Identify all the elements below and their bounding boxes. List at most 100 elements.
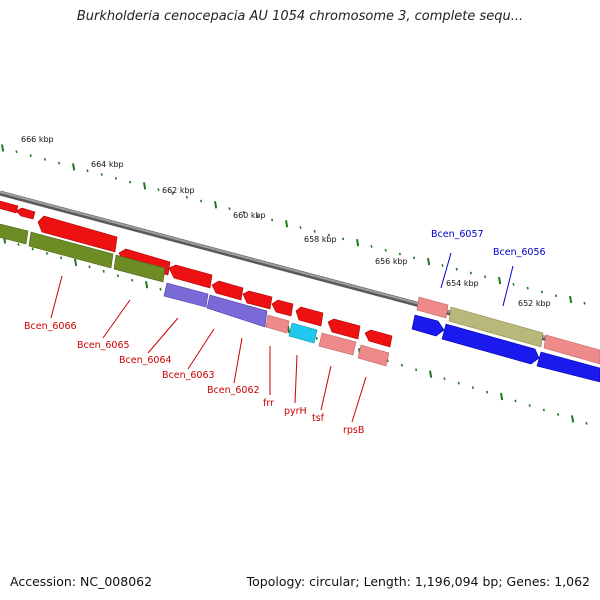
kbp-label-666: 666 kbp [21, 135, 54, 144]
band-pink-right-2 [543, 334, 600, 365]
kbp-label-660: 660 kbp [233, 211, 266, 220]
upper-minor-tick [342, 237, 345, 241]
gene-label-bcen-6063: Bcen_6063 [162, 370, 215, 381]
gene-label-frr: frr [263, 398, 274, 409]
upper-minor-tick [114, 176, 117, 180]
gene-label-bcen-6056: Bcen_6056 [493, 247, 546, 258]
upper-minor-tick [171, 192, 174, 195]
upper-minor-tick [370, 245, 373, 248]
feature-red-5 [168, 264, 213, 289]
gene-label-bcen-6057: Bcen_6057 [431, 229, 484, 240]
upper-minor-tick [185, 195, 188, 199]
feature-red-9 [295, 306, 324, 327]
upper-major-tick [1, 144, 5, 152]
upper-minor-tick [526, 286, 529, 290]
upper-minor-tick [469, 271, 472, 275]
upper-minor-tick [200, 199, 203, 203]
leader-bcen-6056 [502, 265, 514, 307]
feature-blue-2 [441, 323, 540, 365]
lower-minor-tick [45, 252, 48, 255]
right-features [411, 296, 600, 383]
leader-bcen-6066 [50, 275, 63, 319]
lower-major-tick [571, 415, 575, 423]
lower-minor-tick [88, 265, 91, 269]
upper-major-tick [143, 182, 147, 190]
band-khaki-right [448, 306, 544, 348]
lower-minor-tick [486, 390, 489, 394]
upper-tick-ring [1, 144, 586, 305]
upper-major-tick [569, 295, 573, 304]
lower-minor-tick [471, 386, 474, 390]
upper-major-tick [356, 239, 360, 247]
lower-major-tick [500, 392, 504, 401]
band-pink-2 [318, 332, 357, 356]
reverse-strand-features [0, 200, 393, 348]
lower-minor-tick [315, 337, 318, 340]
lower-minor-tick [131, 278, 134, 282]
upper-minor-tick [583, 301, 586, 305]
gene-label-tsf: tsf [312, 413, 325, 424]
upper-minor-tick [256, 214, 259, 218]
upper-major-tick [214, 201, 218, 209]
kbp-label-654: 654 kbp [446, 279, 479, 288]
upper-minor-tick [299, 226, 302, 229]
feature-red-1 [0, 200, 19, 214]
upper-minor-tick [512, 282, 515, 286]
leader-bcen-6057 [440, 252, 452, 289]
upper-minor-tick [100, 173, 103, 176]
lower-minor-tick [415, 368, 418, 372]
band-olive-3 [113, 254, 166, 283]
upper-minor-tick [15, 150, 18, 154]
upper-minor-tick [129, 180, 132, 184]
kbp-label-664: 664 kbp [91, 160, 124, 169]
lower-minor-tick [457, 381, 460, 385]
upper-minor-tick [29, 154, 32, 157]
lower-minor-tick [514, 399, 517, 403]
lower-major-tick [145, 281, 149, 289]
band-olive-2 [28, 231, 114, 269]
kbp-label-658: 658 kbp [304, 235, 337, 244]
gene-label-bcen-6062: Bcen_6062 [207, 385, 260, 396]
upper-minor-tick [455, 267, 458, 271]
upper-minor-tick [413, 256, 416, 260]
gene-bands-left [0, 223, 390, 367]
upper-minor-tick [484, 275, 487, 279]
upper-major-tick [498, 276, 502, 285]
upper-minor-tick [228, 207, 231, 210]
leader-bcen-6062 [233, 337, 243, 384]
kbp-label-652: 652 kbp [518, 299, 551, 308]
lower-minor-tick [528, 404, 531, 407]
feature-red-7 [242, 290, 273, 310]
lower-minor-tick [557, 413, 560, 416]
topology-summary: Topology: circular; Length: 1,196,094 bp… [246, 574, 590, 589]
band-pink-3 [357, 344, 390, 367]
leader-bcen-6065 [102, 299, 131, 339]
feature-red-3 [37, 215, 118, 253]
upper-minor-tick [555, 294, 558, 298]
upper-minor-tick [384, 248, 387, 252]
gene-labels: Bcen_6066 Bcen_6065 Bcen_6064 Bcen_6063 … [24, 229, 546, 436]
upper-major-tick [72, 163, 76, 171]
lower-minor-tick [116, 274, 119, 278]
feature-red-6 [211, 280, 244, 301]
gene-label-bcen-6064: Bcen_6064 [119, 355, 172, 366]
feature-red-11 [364, 329, 393, 348]
band-pink-right-1 [416, 296, 449, 319]
lower-minor-tick [102, 269, 105, 273]
leader-tsf [320, 365, 332, 411]
feature-red-2 [15, 207, 36, 220]
leader-pyrH [294, 354, 298, 404]
feature-blue-1 [411, 314, 445, 337]
feature-red-8 [271, 299, 294, 317]
kbp-label-656: 656 kbp [375, 257, 408, 266]
upper-minor-tick [58, 161, 61, 165]
lower-minor-tick [585, 421, 588, 425]
band-purple-2 [206, 294, 268, 328]
kbp-labels: 666 kbp 664 kbp 662 kbp 660 kbp 658 kbp … [21, 135, 551, 308]
lower-minor-tick [159, 287, 162, 291]
upper-minor-tick [157, 188, 160, 192]
gene-label-pyrH: pyrH [284, 406, 307, 417]
upper-minor-tick [271, 218, 274, 222]
lower-major-tick [429, 370, 433, 378]
accession-text: Accession: NC_008062 [10, 574, 153, 589]
